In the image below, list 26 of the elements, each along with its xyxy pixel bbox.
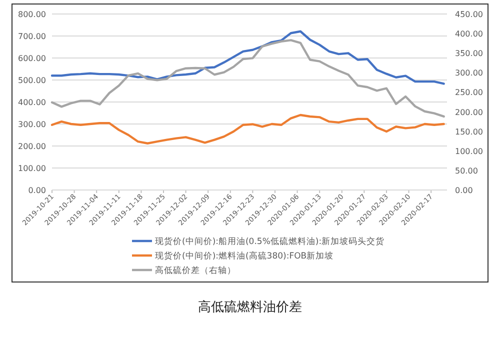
y-tick-label: 200.00 [18,142,46,151]
y-tick-label: 400.00 [18,98,46,107]
y2-tick-label: 50.00 [455,166,478,176]
y2-tick-label: 350.00 [455,49,483,58]
text: 高低硫燃料油价差 [198,299,302,315]
y2-tick-label: 0.00 [455,186,473,195]
y-tick-label: 800.00 [18,10,46,19]
line-series [50,114,445,144]
y-tick-label: 300.00 [18,120,46,129]
legend-label: 现货价(中间价):船用油(0.5%低硫燃料油):新加坡码头交货 [155,236,385,247]
y2-tick-label: 300.00 [455,68,483,78]
y-tick-label: 0.00 [28,186,46,195]
y-tick-label: 100.00 [18,164,46,173]
y2-tick-label: 450.00 [455,10,483,19]
legend-label: 高低硫价差（右轴） [155,265,236,276]
y2-tick-label: 400.00 [455,30,483,39]
legend-label: 现货价(中间价):燃料油(高硫380):FOB新加坡 [155,250,334,262]
y-tick-label: 500.00 [18,76,46,85]
y2-tick-label: 150.00 [455,127,483,136]
y-tick-label: 600.00 [18,54,46,63]
y-tick-label: 700.00 [18,32,46,41]
line-series [50,39,445,118]
y2-tick-label: 100.00 [455,146,483,156]
y2-tick-label: 250.00 [455,88,483,98]
line-series [50,30,445,85]
y2-tick-label: 200.00 [455,108,483,117]
